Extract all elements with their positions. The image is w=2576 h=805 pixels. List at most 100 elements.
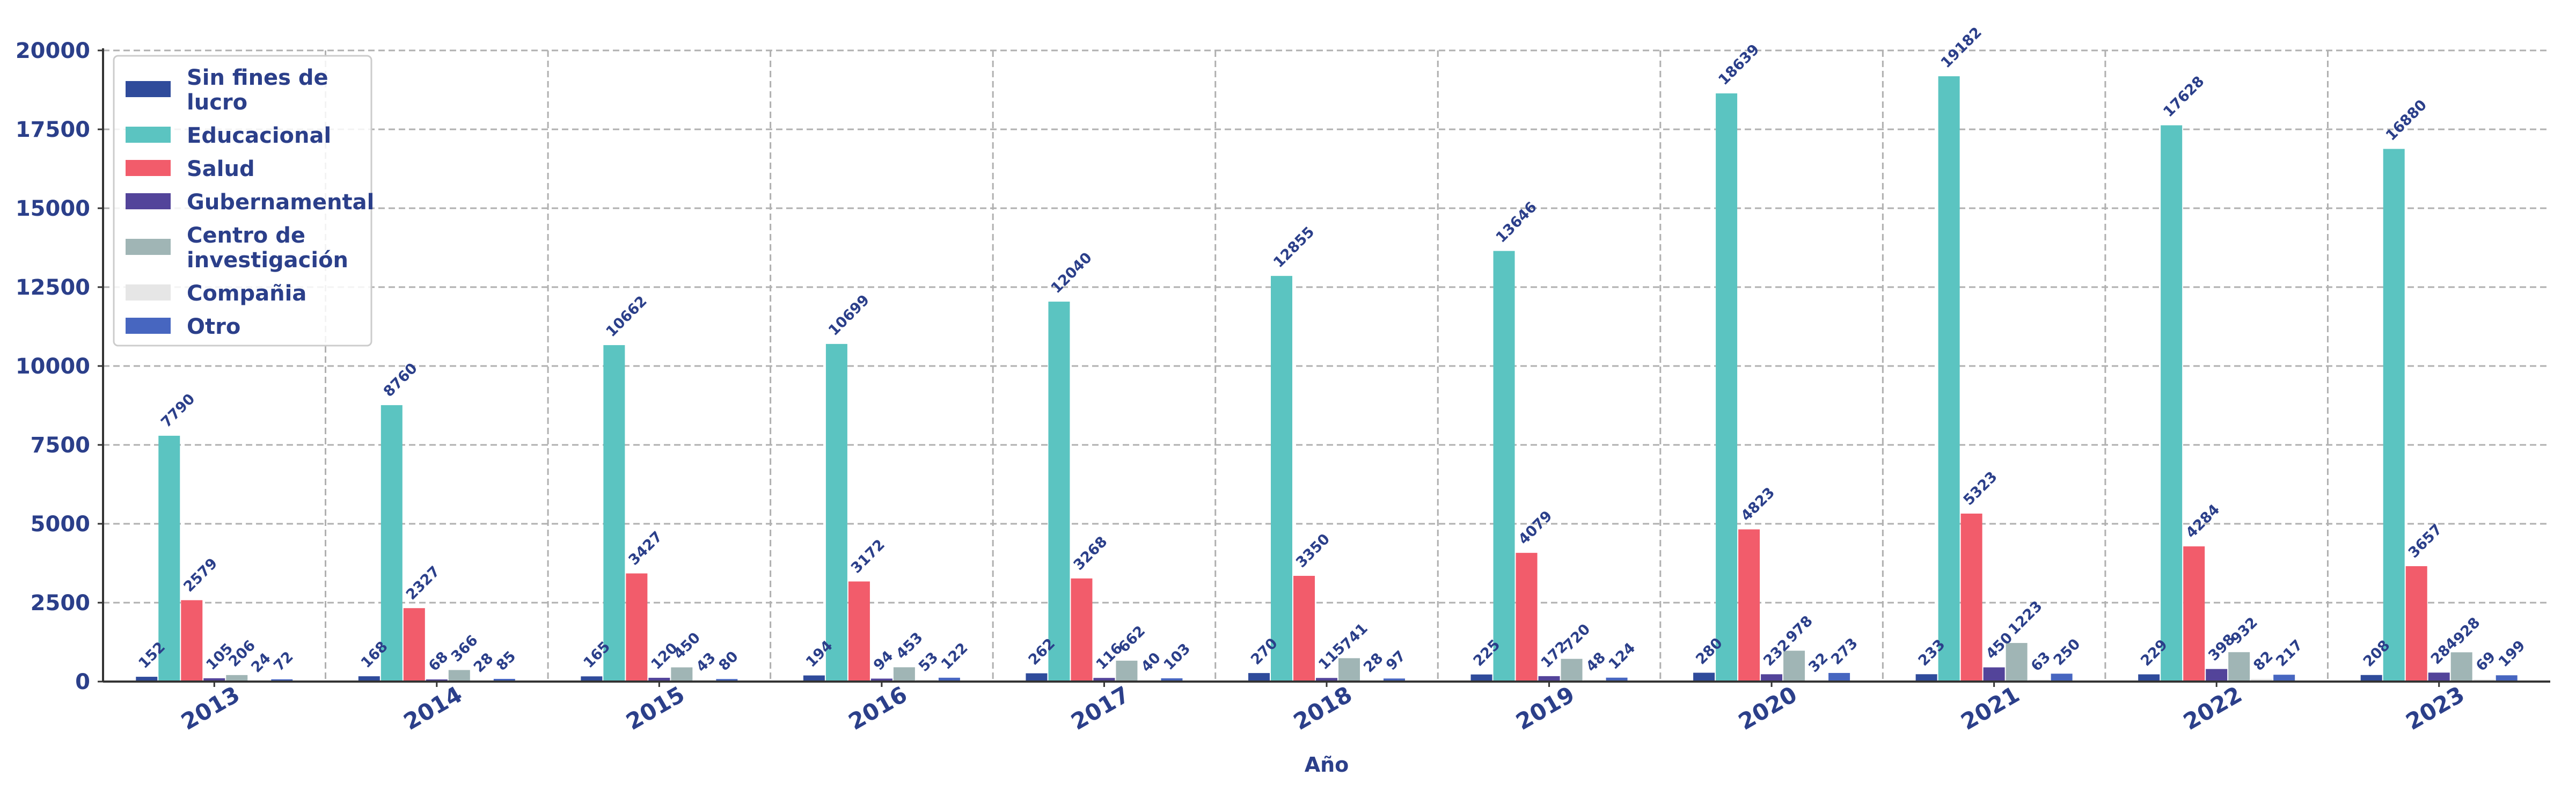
legend-swatch — [126, 160, 171, 176]
data-label: 18639 — [1715, 41, 1762, 89]
bar — [1338, 658, 1360, 682]
data-label: 10662 — [603, 293, 650, 340]
bar — [648, 677, 670, 682]
data-label: 2579 — [180, 555, 221, 595]
x-tick-label: 2015 — [621, 681, 689, 735]
x-tick-label: 2020 — [1734, 681, 1802, 735]
bar — [2383, 149, 2405, 682]
bar — [1783, 650, 1805, 682]
data-label: 1223 — [2006, 598, 2046, 638]
bar — [271, 679, 293, 682]
legend-swatch — [126, 127, 171, 143]
bar — [380, 405, 402, 682]
legend-label: Compañia — [187, 281, 306, 306]
data-label: 4079 — [1516, 508, 1556, 548]
data-label: 28 — [1360, 650, 1386, 676]
bar — [1693, 672, 1715, 682]
legend-swatch — [126, 284, 171, 301]
bar — [1384, 678, 1405, 682]
bar — [1538, 676, 1560, 682]
data-label: 68 — [426, 648, 451, 674]
data-label: 3427 — [625, 528, 665, 568]
legend-label-line: investigación — [187, 248, 348, 273]
data-label: 17628 — [2160, 73, 2207, 120]
bar — [1915, 674, 1937, 682]
data-label: 273 — [1828, 635, 1861, 668]
data-label: 32 — [1805, 650, 1831, 676]
data-label: 10699 — [825, 292, 873, 339]
data-label: 48 — [1583, 649, 1609, 675]
bar — [1316, 678, 1337, 682]
y-tick-label: 17500 — [16, 118, 90, 142]
bar — [1048, 302, 1070, 682]
legend-label-line: lucro — [187, 90, 247, 115]
data-label: 85 — [493, 648, 519, 674]
bar — [2006, 643, 2028, 682]
bar — [1248, 673, 1270, 682]
bar — [581, 676, 603, 682]
bar — [893, 667, 915, 682]
data-label: 63 — [2028, 649, 2054, 675]
legend-swatch — [126, 193, 171, 209]
legend-label: Salud — [187, 157, 255, 181]
x-tick-label: 2021 — [1957, 681, 2024, 735]
x-tick-label: 2017 — [1066, 681, 1134, 735]
bar — [226, 675, 248, 682]
y-tick-label: 12500 — [16, 275, 90, 300]
bar — [1938, 76, 1960, 682]
bar — [848, 581, 870, 682]
data-label: 72 — [270, 648, 296, 674]
bar — [2251, 679, 2273, 682]
bar — [1716, 93, 1738, 682]
legend-label: Educacional — [187, 123, 331, 148]
bar — [2496, 675, 2518, 682]
bar — [1026, 673, 1048, 682]
x-tick-label: 2022 — [2179, 681, 2246, 735]
legend-label-line: Centro de — [187, 223, 305, 248]
data-label: 94 — [870, 648, 896, 674]
data-label: 3172 — [848, 536, 888, 576]
bar — [1493, 251, 1515, 682]
bar — [203, 678, 225, 682]
bar — [181, 600, 203, 682]
bar — [403, 608, 425, 682]
bar — [803, 675, 825, 682]
data-label: 12040 — [1048, 250, 1095, 297]
data-label: 199 — [2496, 637, 2529, 670]
data-label: 103 — [1160, 640, 1194, 674]
bar — [1738, 529, 1760, 682]
bar — [2450, 652, 2472, 682]
legend-box — [113, 55, 372, 347]
data-label: 40 — [1138, 649, 1163, 675]
bar — [671, 667, 693, 682]
data-label: 3268 — [1070, 533, 1110, 574]
y-tick-label: 5000 — [31, 512, 90, 537]
bar — [136, 677, 158, 682]
bars-layer — [136, 76, 2518, 682]
x-tick-label: 2023 — [2402, 681, 2469, 735]
data-label: 53 — [916, 649, 941, 675]
bar — [2051, 674, 2073, 682]
x-tick-label: 2018 — [1289, 681, 1357, 735]
legend-label: Gubernamental — [187, 190, 374, 215]
data-label: 13646 — [1493, 199, 1540, 246]
data-label: 250 — [2051, 635, 2084, 669]
data-label: 124 — [1606, 640, 1639, 673]
legend-label-line: Gubernamental — [187, 190, 374, 215]
data-label: 16880 — [2383, 97, 2430, 144]
y-tick-label: 7500 — [31, 433, 90, 458]
bar — [1606, 677, 1628, 682]
x-axis-title: Año — [1305, 753, 1349, 777]
bar — [1161, 678, 1183, 682]
bar — [1960, 514, 1982, 682]
data-label: 97 — [1383, 648, 1409, 674]
data-label: 4284 — [2183, 501, 2223, 541]
data-label: 5323 — [1960, 469, 2001, 509]
y-tick-label: 2500 — [31, 591, 90, 616]
legend-label-line: Compañia — [187, 281, 306, 306]
bar — [1271, 276, 1292, 682]
legend-label-line: Educacional — [187, 123, 331, 148]
data-label: 4823 — [1738, 484, 1778, 524]
legend-label-line: Otro — [187, 314, 240, 339]
data-label: 2327 — [403, 563, 443, 603]
